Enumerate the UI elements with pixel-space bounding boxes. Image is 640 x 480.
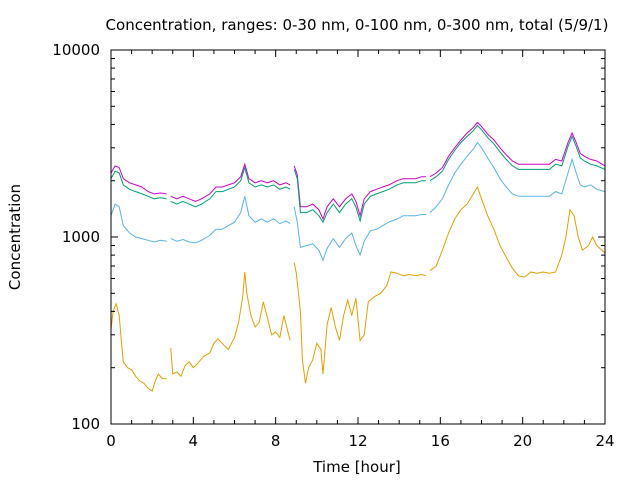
x-tick-label: 0 [106,432,116,450]
x-axis-label: Time [hour] [312,458,401,476]
x-tick-label: 12 [348,432,367,450]
series-4-line [293,262,427,384]
series-layer [110,121,606,392]
series-2-line [170,165,291,208]
series-3-line [429,141,606,213]
series-1-line [293,165,426,221]
series-2-line [110,170,167,200]
x-tick-label: 8 [271,432,281,450]
plot-frame [110,49,606,425]
series-2-line [293,169,426,224]
y-tick-label: 1000 [62,228,100,246]
tick-layer: 0 4 8 12 16 20 24 100 1000 10000 [52,41,614,450]
series-3-line [110,203,167,243]
x-tick-label: 20 [513,432,532,450]
series-1-line [110,165,167,195]
chart-title: Concentration, ranges: 0-30 nm, 0-100 nm… [106,16,609,34]
y-tick-label: 10000 [52,41,100,59]
y-axis-label: Concentration [6,184,24,290]
x-tick-label: 16 [431,432,450,450]
series-1-line [170,162,291,202]
y-tick-label: 100 [71,415,100,433]
series-4-line [429,185,606,278]
series-3-line [170,196,291,244]
x-tick-label: 4 [189,432,199,450]
series-4-line [170,271,291,378]
series-4-line [110,302,167,392]
series-1-line [429,121,606,178]
series-2-line [429,124,606,182]
x-tick-label: 24 [595,432,614,450]
series-3-line [293,206,426,262]
